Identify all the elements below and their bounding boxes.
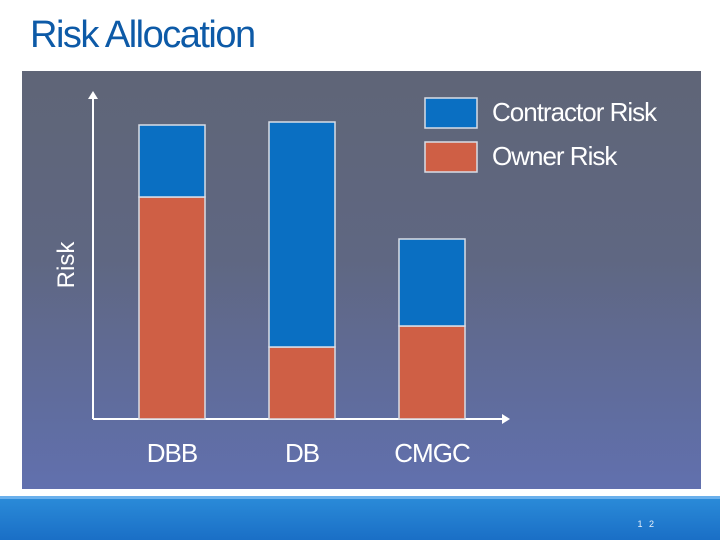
y-axis-label: Risk (53, 241, 80, 289)
chart-labels: Risk DBB DB CMGC (53, 241, 471, 468)
x-tick-label-db: DB (285, 438, 319, 468)
legend-label-contractor-risk: Contractor Risk (492, 97, 658, 127)
legend-label-owner-risk: Owner Risk (492, 141, 618, 171)
bar-dbb-contractor-risk (138, 124, 206, 198)
slide-title: Risk Allocation (30, 14, 256, 56)
page-number: 1 2 (637, 519, 656, 529)
chart-legend: Contractor Risk Owner Risk (424, 97, 659, 173)
footer-bar: 1 2 (0, 496, 720, 540)
x-axis-arrow (502, 414, 510, 424)
x-tick-label-cmgc: CMGC (394, 438, 470, 468)
y-axis-arrow (88, 91, 98, 99)
legend-swatch-owner-risk (424, 141, 478, 173)
bar-db-owner-risk (268, 346, 336, 420)
chart-bars (138, 121, 466, 420)
bar-dbb-owner-risk (138, 196, 206, 420)
legend-swatch-contractor-risk (424, 97, 478, 129)
bar-db-contractor-risk (268, 121, 336, 348)
stacked-bar-chart: Risk DBB DB CMGC Contractor Risk Owner Risk (53, 91, 659, 468)
bar-cmgc-contractor-risk (398, 238, 466, 327)
bar-cmgc-owner-risk (398, 325, 466, 420)
chart-panel: Risk DBB DB CMGC Contractor Risk Owner Risk (22, 71, 701, 489)
x-tick-label-dbb: DBB (147, 438, 197, 468)
